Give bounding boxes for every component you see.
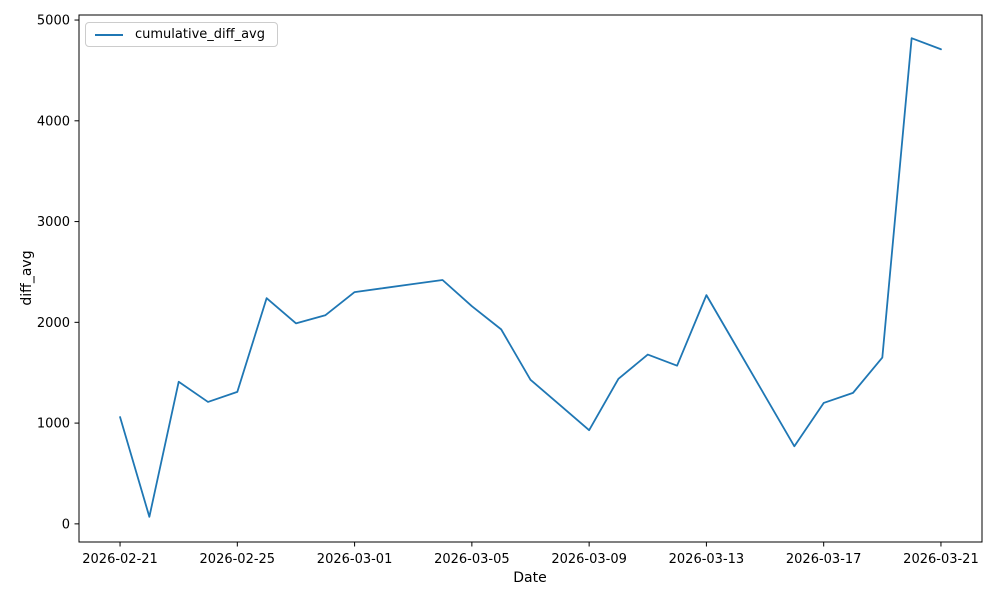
data-line-cumulative-diff-avg [119,37,942,518]
y-tick-label: 5000 [37,14,70,29]
x-tick-label: 2026-03-21 [903,552,979,567]
x-tick-label: 2026-03-17 [786,552,862,567]
x-tick-label: 2026-02-25 [200,552,276,567]
x-tick-label: 2026-03-05 [434,552,510,567]
y-tick-label: 2000 [37,316,70,331]
y-axis-label: diff_avg [19,250,35,306]
legend[interactable]: cumulative_diff_avg [85,22,278,47]
legend-label: cumulative_diff_avg [135,27,265,42]
legend-line-sample-icon [95,33,123,36]
y-tick-label: 3000 [37,215,70,230]
y-tick-label: 1000 [37,417,70,432]
plot-border [78,14,983,543]
x-tick-label: 2026-03-09 [551,552,627,567]
x-tick-label: 2026-03-13 [669,552,745,567]
y-tick-label: 0 [62,517,70,532]
x-tick-label: 2026-03-01 [317,552,393,567]
y-tick-label: 4000 [37,114,70,129]
x-axis-label: Date [513,570,547,586]
x-tick-label: 2026-02-21 [82,552,158,567]
